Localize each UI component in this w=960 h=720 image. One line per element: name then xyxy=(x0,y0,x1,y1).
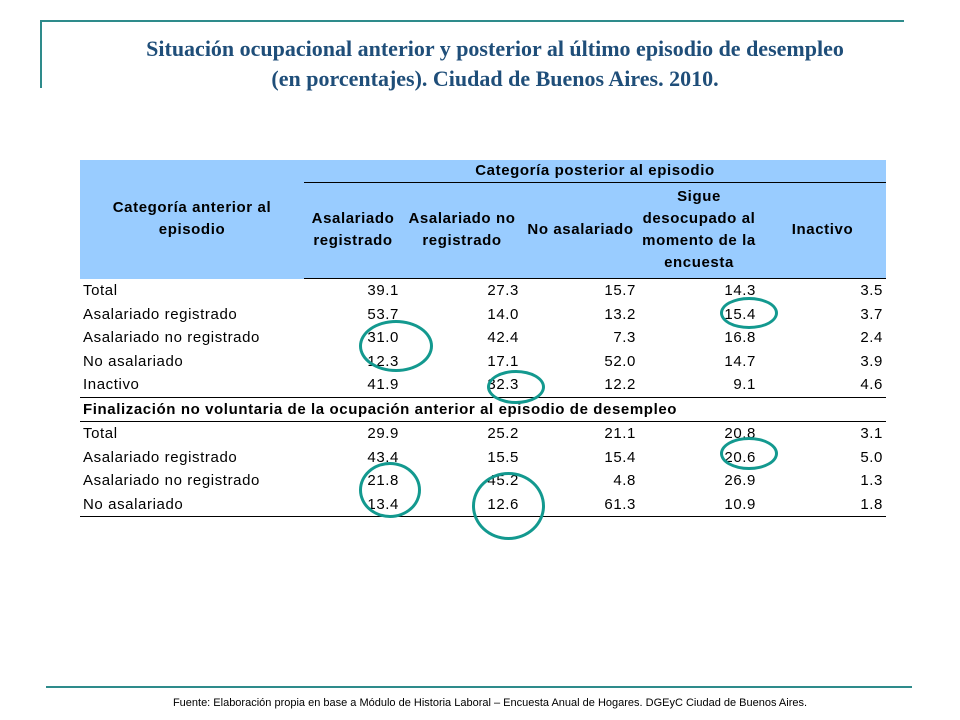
row-label: Inactivo xyxy=(83,376,140,393)
table-row: Total 29.9 25.2 21.1 20.8 3.1 xyxy=(80,422,886,446)
slide-title: Situación ocupacional anterior y posteri… xyxy=(60,34,930,94)
table-cell: 20.6 xyxy=(724,448,756,466)
table-cell: 21.1 xyxy=(604,425,636,442)
table-cell: 16.8 xyxy=(724,329,756,346)
table-cell: 41.9 xyxy=(367,376,399,393)
table-cell: 42.4 xyxy=(487,329,519,346)
table-row: No asalariado 13.4 12.6 61.3 10.9 1.8 xyxy=(80,492,886,517)
table-cell: 15.4 xyxy=(724,305,756,323)
row-label: Asalariado no registrado xyxy=(83,472,260,489)
table-cell: 45.2 xyxy=(487,472,519,489)
table-body: Total 39.1 27.3 15.7 14.3 3.5 Asalariado regis… xyxy=(80,279,886,517)
table-cell: 7.3 xyxy=(613,329,636,346)
table-cell: 12.6 xyxy=(402,492,522,517)
table-row: No asalariado 12.3 17.1 52.0 14.7 3.9 xyxy=(80,350,886,374)
column-header: Sigue desocupado al momento de la encues… xyxy=(639,182,759,279)
table-cell: 29.9 xyxy=(367,425,399,442)
frame-bottom-line xyxy=(46,686,912,688)
data-table-container: Categoría anterior al episodio Categoría… xyxy=(80,160,886,517)
table-cell: 17.1 xyxy=(487,352,519,370)
table-cell: 52.0 xyxy=(604,352,636,370)
row-label: No asalariado xyxy=(83,352,184,370)
table-cell: 15.5 xyxy=(487,448,519,466)
row-label: Asalariado registrado xyxy=(83,305,238,323)
row-label: Total xyxy=(83,281,118,299)
title-line-2: (en porcentajes). Ciudad de Buenos Aires… xyxy=(271,66,719,91)
table-cell: 13.4 xyxy=(304,492,402,517)
column-header: Asalariado registrado xyxy=(304,182,402,279)
table-cell: 26.9 xyxy=(724,472,756,489)
table-row: Inactivo 41.9 32.3 12.2 9.1 4.6 xyxy=(80,373,886,397)
row-label: Asalariado registrado xyxy=(83,448,238,466)
table-cell: 15.7 xyxy=(604,282,636,299)
table-cell: 15.4 xyxy=(604,448,636,466)
table-cell: 13.2 xyxy=(604,305,636,323)
table-cell: 2.4 xyxy=(860,329,883,346)
table-cell: 31.0 xyxy=(367,329,399,346)
table-cell: 14.3 xyxy=(724,282,756,299)
table-cell: 4.8 xyxy=(613,472,636,489)
title-line-1: Situación ocupacional anterior y posteri… xyxy=(146,36,844,61)
occupational-table: Categoría anterior al episodio Categoría… xyxy=(80,160,886,517)
table-cell: 39.1 xyxy=(367,282,399,299)
table-cell: 25.2 xyxy=(487,425,519,442)
table-cell: 3.1 xyxy=(860,425,883,442)
table-row: Asalariado no registrado 21.8 45.2 4.8 26.9 1… xyxy=(80,469,886,493)
table-cell: 53.7 xyxy=(367,305,399,323)
table-cell: 14.0 xyxy=(487,305,519,323)
table-cell: 32.3 xyxy=(487,376,519,393)
table-cell: 27.3 xyxy=(487,282,519,299)
table-cell: 43.4 xyxy=(367,448,399,466)
table-cell: 9.1 xyxy=(733,376,756,393)
row-label: Total xyxy=(83,425,118,442)
section-label: Finalización no voluntaria de la ocupaci… xyxy=(80,396,886,422)
table-cell: 4.6 xyxy=(860,376,883,393)
table-cell: 20.8 xyxy=(724,425,756,442)
row-header: Categoría anterior al episodio xyxy=(80,160,304,279)
table-row: Total 39.1 27.3 15.7 14.3 3.5 xyxy=(80,279,886,303)
group-header: Categoría posterior al episodio xyxy=(304,160,886,183)
table-cell: 10.9 xyxy=(639,492,759,517)
table-cell: 3.5 xyxy=(860,282,883,299)
column-header: Inactivo xyxy=(759,182,886,279)
table-cell: 61.3 xyxy=(522,492,639,517)
table-cell: 5.0 xyxy=(860,448,883,466)
source-footnote: Fuente: Elaboración propia en base a Mód… xyxy=(172,697,808,709)
table-row: Asalariado registrado 53.7 14.0 13.2 15.4 3.7 xyxy=(80,303,886,327)
table-row: Asalariado registrado 43.4 15.5 15.4 20.6 5.0 xyxy=(80,446,886,470)
table-cell: 1.3 xyxy=(860,472,883,489)
table-cell: 1.8 xyxy=(759,492,886,517)
table-cell: 14.7 xyxy=(724,352,756,370)
column-header: Asalariado no registrado xyxy=(402,182,522,279)
frame-top-line xyxy=(40,20,904,22)
section-row: Finalización no voluntaria de la ocupaci… xyxy=(80,396,886,422)
column-header: No asalariado xyxy=(522,182,639,279)
table-cell: 12.3 xyxy=(367,352,399,370)
table-cell: 3.9 xyxy=(860,352,883,370)
table-cell: 3.7 xyxy=(860,305,883,323)
table-cell: 21.8 xyxy=(367,472,399,489)
table-cell: 12.2 xyxy=(604,376,636,393)
frame-left-line xyxy=(40,20,42,88)
row-label: Asalariado no registrado xyxy=(83,329,260,346)
row-label: No asalariado xyxy=(80,492,304,517)
table-row: Asalariado no registrado 31.0 42.4 7.3 16.8 2… xyxy=(80,326,886,350)
